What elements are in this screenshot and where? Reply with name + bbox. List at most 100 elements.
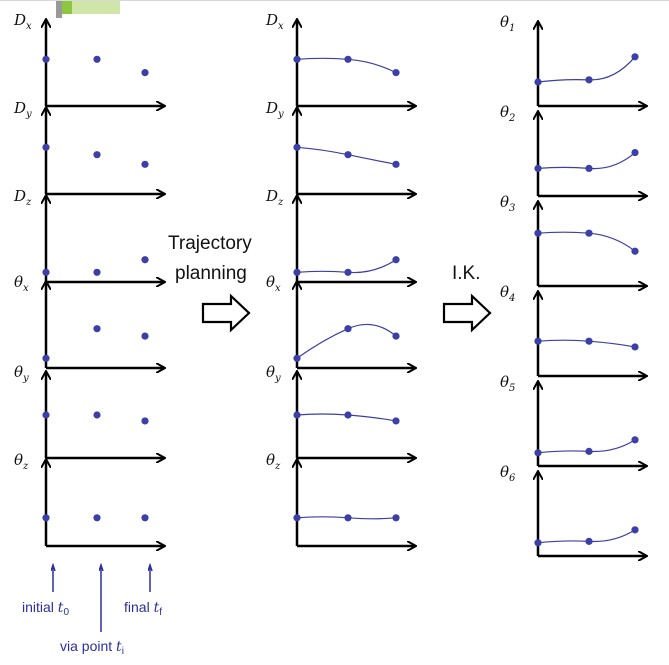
initial-point [534, 78, 542, 86]
axis-label: θ5 [500, 373, 515, 394]
plot-theta-x: θx [266, 273, 415, 368]
final-time-label: final tf [124, 599, 162, 618]
time-annotations: initial t0 via point ti final tf [22, 565, 162, 657]
axis-label: θx [266, 273, 281, 294]
axis-label: Dy [13, 99, 32, 120]
initial-point [293, 55, 301, 63]
plot-D-y: Dy [13, 99, 164, 194]
initial-point [534, 164, 542, 172]
final-point [631, 247, 639, 255]
final-point [141, 160, 149, 168]
final-point [392, 417, 400, 425]
trajectory-planning-arrow: Trajectory planning [168, 233, 252, 333]
initial-point [534, 449, 542, 457]
initial-point [534, 539, 542, 547]
initial-point [42, 55, 50, 63]
initial-point [293, 268, 301, 276]
final-point [141, 256, 149, 264]
axis-label: θ1 [500, 13, 515, 34]
hollow-arrow-icon [442, 293, 492, 333]
plot-D-z: Dz [265, 187, 415, 282]
plot-D-z: Dz [13, 187, 164, 282]
right-panel: θ1 θ2 θ3 θ4 θ5 θ6 [500, 13, 646, 556]
initial-point [42, 514, 50, 522]
via-point [344, 411, 352, 419]
axis-label: θ6 [500, 463, 516, 484]
plot-theta-2: θ2 [500, 103, 646, 196]
initial-point [42, 354, 50, 362]
final-point [141, 417, 149, 425]
initial-point [293, 143, 301, 151]
final-point [392, 256, 400, 264]
final-point [141, 514, 149, 522]
initial-point [534, 229, 542, 237]
axis-label: θy [266, 363, 281, 384]
via-point [585, 229, 593, 237]
left-panel: Dx Dy Dz θx θy θz [13, 11, 164, 546]
middle-panel: Dx Dy Dz θx θy θz [265, 11, 415, 546]
plot-theta-y: θy [266, 363, 415, 458]
initial-point [293, 514, 301, 522]
initial-point [534, 337, 542, 345]
via-point [585, 76, 593, 84]
final-point [631, 53, 639, 61]
via-point [93, 325, 101, 333]
final-point [631, 436, 639, 444]
via-point [344, 151, 352, 159]
axis-label: θx [14, 273, 29, 294]
axis-label: Dx [13, 11, 32, 32]
via-point-time-label: via point ti [60, 638, 124, 657]
axis-label: θ4 [500, 283, 515, 304]
plot-theta-1: θ1 [500, 13, 646, 106]
axis-label: θy [14, 363, 29, 384]
via-point [585, 537, 593, 545]
axis-label: θz [14, 451, 29, 472]
plot-theta-x: θx [14, 273, 164, 368]
plot-D-x: Dx [265, 11, 415, 106]
ik-arrow: I.K. [442, 263, 492, 333]
via-point [585, 164, 593, 172]
via-point [93, 268, 101, 276]
initial-point [293, 354, 301, 362]
final-point [631, 148, 639, 157]
final-point [392, 160, 400, 168]
initial-point [293, 411, 301, 419]
axis-label: Dy [265, 99, 284, 120]
via-point [585, 337, 593, 345]
initial-point [42, 411, 50, 419]
final-point [141, 69, 149, 77]
via-point [93, 151, 101, 159]
via-point [344, 325, 352, 333]
plot-theta-y: θy [14, 363, 164, 458]
axis-label: Dz [13, 187, 32, 208]
axis-label: θ2 [500, 103, 515, 124]
trajectory-label-line1: Trajectory [168, 233, 252, 254]
axis-label: θ3 [500, 193, 515, 214]
final-point [631, 526, 639, 534]
axis-label: Dx [265, 11, 284, 32]
via-point [344, 268, 352, 276]
final-point [141, 332, 149, 340]
via-point [344, 514, 352, 522]
plot-D-y: Dy [265, 99, 415, 194]
axis-label: Dz [265, 187, 284, 208]
initial-time-label: initial t0 [22, 599, 69, 618]
plot-theta-6: θ6 [500, 463, 646, 556]
plot-D-x: Dx [13, 11, 164, 106]
final-point [631, 343, 639, 351]
via-point [585, 447, 593, 455]
final-point [392, 514, 400, 522]
plot-theta-5: θ5 [500, 373, 646, 466]
via-point [93, 55, 101, 63]
via-point [93, 411, 101, 419]
plot-theta-z: θz [14, 451, 164, 546]
plot-theta-4: θ4 [500, 283, 646, 376]
via-point [344, 55, 352, 63]
initial-point [42, 143, 50, 151]
trajectory-label-line2: planning [175, 263, 247, 284]
corner-accent [56, 0, 120, 18]
final-point [392, 69, 400, 77]
initial-point [42, 268, 50, 276]
plot-theta-3: θ3 [500, 193, 646, 286]
